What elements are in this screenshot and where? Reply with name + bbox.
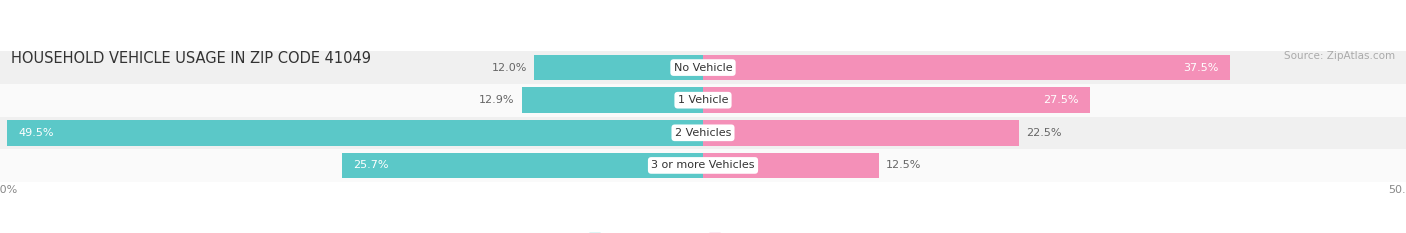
Text: 12.9%: 12.9% <box>479 95 515 105</box>
Bar <box>342 153 703 178</box>
Text: 12.5%: 12.5% <box>886 161 921 170</box>
Bar <box>0 51 1406 84</box>
Bar <box>703 55 1230 80</box>
Text: 22.5%: 22.5% <box>1026 128 1062 138</box>
Text: 1 Vehicle: 1 Vehicle <box>678 95 728 105</box>
Bar <box>703 87 1090 113</box>
Bar <box>0 149 1406 182</box>
Text: 49.5%: 49.5% <box>18 128 53 138</box>
Text: 27.5%: 27.5% <box>1043 95 1078 105</box>
Bar <box>703 153 879 178</box>
Text: 3 or more Vehicles: 3 or more Vehicles <box>651 161 755 170</box>
Text: 25.7%: 25.7% <box>353 161 388 170</box>
Text: Source: ZipAtlas.com: Source: ZipAtlas.com <box>1284 51 1395 61</box>
Text: 12.0%: 12.0% <box>492 63 527 72</box>
Bar <box>7 120 703 146</box>
Bar <box>0 116 1406 149</box>
Text: 37.5%: 37.5% <box>1184 63 1219 72</box>
Legend: Owner-occupied, Renter-occupied: Owner-occupied, Renter-occupied <box>585 229 821 233</box>
Text: No Vehicle: No Vehicle <box>673 63 733 72</box>
Text: 2 Vehicles: 2 Vehicles <box>675 128 731 138</box>
Bar <box>534 55 703 80</box>
Text: HOUSEHOLD VEHICLE USAGE IN ZIP CODE 41049: HOUSEHOLD VEHICLE USAGE IN ZIP CODE 4104… <box>11 51 371 66</box>
Bar <box>0 84 1406 116</box>
Bar <box>703 120 1019 146</box>
Bar <box>522 87 703 113</box>
